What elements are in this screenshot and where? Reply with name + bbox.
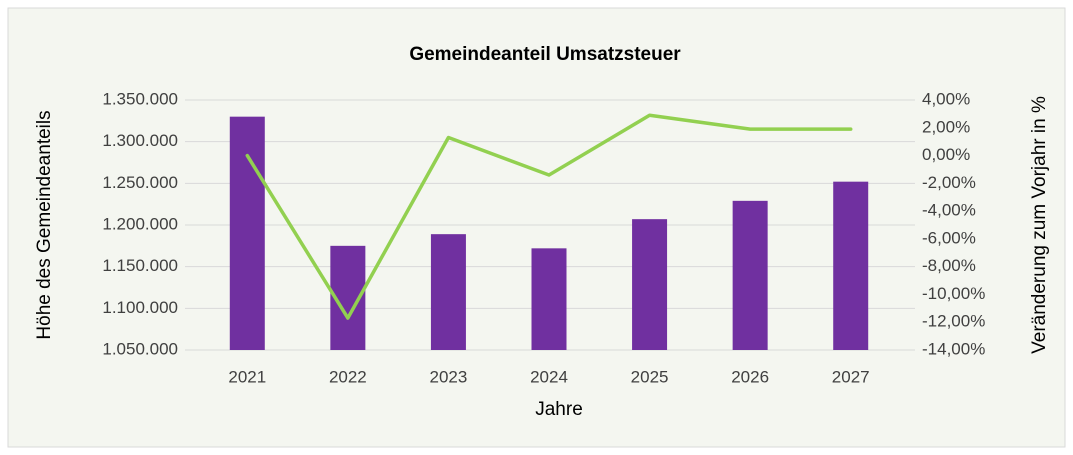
x-tick-label: 2021 xyxy=(228,367,266,386)
y2-tick-label: 0,00% xyxy=(922,145,970,164)
chart-background xyxy=(7,7,1066,448)
x-tick-label: 2023 xyxy=(430,367,468,386)
bar xyxy=(531,248,567,350)
bar xyxy=(632,219,668,350)
y-axis-title: Höhe des Gemeindeanteils xyxy=(34,110,55,339)
y2-tick-label: -14,00% xyxy=(922,339,985,358)
y-tick-label: 1.300.000 xyxy=(102,131,178,150)
y2-tick-label: -12,00% xyxy=(922,312,985,331)
x-tick-label: 2025 xyxy=(631,367,669,386)
y-tick-label: 1.250.000 xyxy=(102,173,178,192)
y2-tick-label: 4,00% xyxy=(922,89,970,108)
y-tick-label: 1.050.000 xyxy=(102,339,178,358)
x-tick-label: 2024 xyxy=(530,367,568,386)
y2-tick-label: -4,00% xyxy=(922,201,976,220)
bar xyxy=(833,181,869,350)
x-tick-label: 2027 xyxy=(832,367,870,386)
y2-tick-label: -10,00% xyxy=(922,284,985,303)
y2-axis-title: Veränderung zum Vorjahr in % xyxy=(1029,96,1050,354)
y-tick-label: 1.150.000 xyxy=(102,256,178,275)
bar xyxy=(430,234,466,350)
x-axis-title: Jahre xyxy=(535,399,583,420)
y2-tick-label: -6,00% xyxy=(922,228,976,247)
y-tick-label: 1.200.000 xyxy=(102,214,178,233)
bar xyxy=(732,200,768,350)
y-tick-label: 1.350.000 xyxy=(102,89,178,108)
y2-tick-label: 2,00% xyxy=(922,117,970,136)
bar xyxy=(229,116,265,351)
y-tick-label: 1.100.000 xyxy=(102,298,178,317)
line xyxy=(245,113,853,320)
y2-tick-label: -2,00% xyxy=(922,173,976,192)
x-tick-label: 2026 xyxy=(731,367,769,386)
x-tick-label: 2022 xyxy=(329,367,367,386)
y2-tick-label: -8,00% xyxy=(922,256,976,275)
chart-title: Gemeindeanteil Umsatzsteuer xyxy=(409,44,681,65)
